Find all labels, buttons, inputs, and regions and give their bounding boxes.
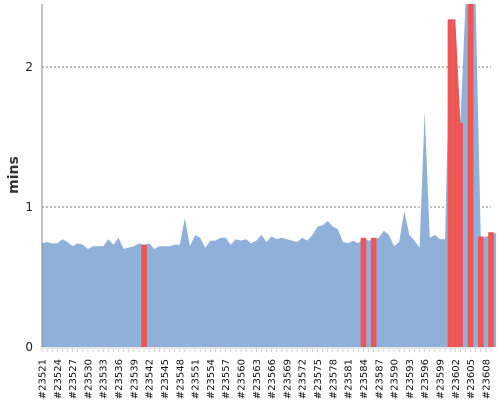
x-tick-label: #23560 — [236, 359, 247, 399]
x-tick-label: #23524 — [53, 359, 64, 399]
y-axis-title: mins — [6, 156, 22, 194]
x-tick-label: #23527 — [68, 359, 79, 399]
x-tick-label: #23557 — [221, 359, 232, 399]
failed-build-bar — [370, 237, 377, 347]
axes — [41, 4, 492, 352]
failed-build-bar — [360, 237, 367, 347]
x-tick-label: #23533 — [99, 359, 110, 399]
x-tick-label: #23590 — [390, 359, 401, 399]
duration-area — [42, 4, 497, 347]
x-tick-label: #23521 — [38, 359, 49, 399]
y-tick-label: 2 — [25, 60, 33, 74]
x-tick-label: #23605 — [466, 359, 477, 399]
failed-build-segment — [452, 19, 458, 348]
x-tick-label: #23545 — [160, 359, 171, 399]
x-tick-label: #23602 — [451, 359, 462, 399]
y-tick-label: 0 — [25, 340, 33, 354]
failed-build-markers — [141, 4, 494, 348]
x-tick-label: #23599 — [435, 359, 446, 399]
x-tick-label: #23530 — [83, 359, 94, 399]
y-tick-labels: 0 1 2 — [25, 60, 33, 354]
grid-lines — [42, 66, 491, 208]
x-tick-label: #23569 — [282, 359, 293, 399]
x-tick-label: #23566 — [267, 359, 278, 399]
x-tick-label: #23596 — [420, 359, 431, 399]
duration-area-series — [42, 4, 497, 347]
failed-build-bar — [488, 232, 494, 347]
x-tick-label: #23542 — [145, 359, 156, 399]
x-tick-labels: #23521 #23524 #23527 #23530 #23533 #23536 #235… — [38, 359, 493, 399]
x-tick-label: #23593 — [405, 359, 416, 399]
failed-build-segment — [447, 19, 453, 348]
x-tick-label: #23584 — [359, 359, 370, 399]
x-tick-label: #23608 — [481, 359, 492, 399]
x-tick-label: #23536 — [114, 359, 125, 399]
y-tick-label: 1 — [25, 200, 33, 214]
x-tick-label: #23563 — [252, 359, 263, 399]
failed-build-segment — [457, 71, 463, 347]
failed-build-bar — [467, 4, 474, 347]
failed-build-bar — [477, 236, 484, 347]
x-tick-label: #23575 — [313, 359, 324, 399]
failed-build-bar — [141, 244, 147, 347]
x-tick-label: #23539 — [129, 359, 140, 399]
x-tick-label: #23572 — [298, 359, 309, 399]
x-tick-label: #23554 — [206, 359, 217, 399]
x-tick-label: #23548 — [175, 359, 186, 399]
x-tick-label: #23581 — [344, 359, 355, 399]
x-tick-label: #23551 — [191, 359, 202, 399]
x-tick-label: #23578 — [328, 359, 339, 399]
x-tick-label: #23587 — [374, 359, 385, 399]
